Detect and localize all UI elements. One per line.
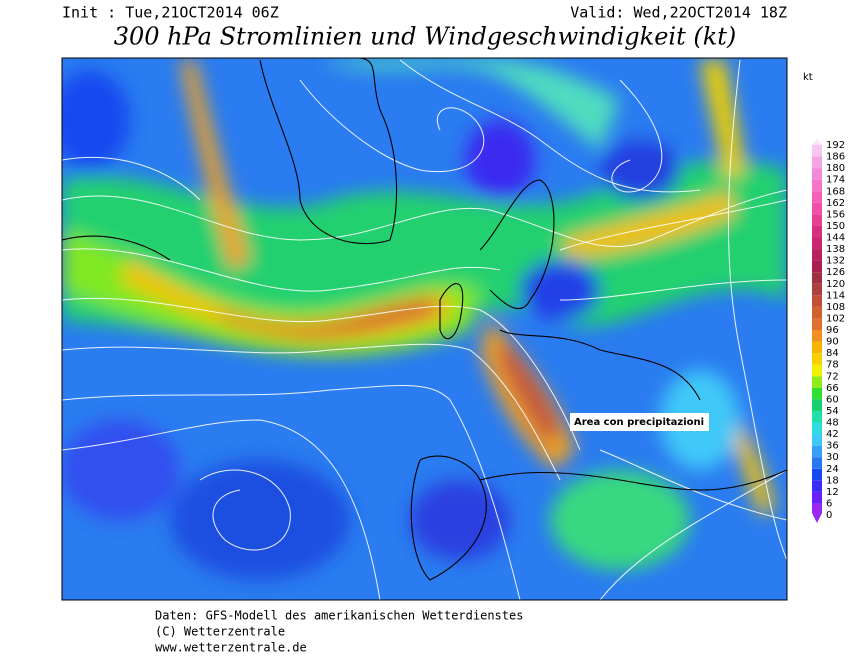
legend-label: 168 (826, 186, 845, 197)
legend-label: 78 (826, 360, 839, 371)
legend-swatch (812, 422, 822, 435)
legend-swatch (812, 145, 822, 157)
legend-label: 54 (826, 406, 839, 417)
legend-swatch (812, 376, 822, 388)
legend-label: 18 (826, 475, 839, 486)
legend-swatch (812, 353, 822, 365)
map-frame (61, 57, 788, 601)
legend-swatch (812, 387, 822, 400)
legend-label: 6 (826, 498, 832, 509)
legend-swatch (812, 225, 822, 238)
legend-unit: kt (803, 72, 813, 83)
init-time: Init : Tue,21OCT2014 06Z (62, 4, 279, 22)
legend-label: 30 (826, 452, 839, 463)
legend-swatch (812, 330, 822, 342)
legend-swatch (812, 295, 822, 307)
legend-swatch (812, 434, 822, 446)
legend-label: 102 (826, 313, 845, 324)
legend-swatch (812, 480, 822, 492)
legend-label: 138 (826, 244, 845, 255)
legend-label: 132 (826, 256, 845, 267)
legend-label: 192 (826, 140, 845, 151)
footer-source: Daten: GFS-Modell des amerikanischen Wet… (155, 609, 523, 623)
legend-swatch (812, 202, 822, 215)
footer-copyright: (C) Wetterzentrale (155, 625, 285, 639)
legend-label: 42 (826, 429, 839, 440)
legend-swatch (812, 168, 822, 180)
legend-swatch (812, 260, 822, 273)
legend-swatch (812, 318, 822, 330)
legend-label: 48 (826, 418, 839, 429)
annotation: Area con precipitazioni (574, 417, 704, 428)
legend-label: 12 (826, 487, 839, 498)
legend-swatch (812, 364, 822, 377)
legend-swatch (812, 503, 822, 523)
legend-label: 162 (826, 198, 845, 209)
legend-swatch (812, 237, 822, 250)
legend-swatch (812, 410, 822, 423)
legend-swatch (812, 491, 822, 504)
map-field (62, 58, 787, 600)
color-legend: 0612182430364248546066727884909610210811… (812, 139, 845, 523)
valid-time: Valid: Wed,22OCT2014 18Z (570, 4, 787, 22)
legend-label: 84 (826, 348, 839, 359)
legend-label: 150 (826, 221, 845, 232)
footer-url: www.wetterzentrale.de (155, 641, 307, 655)
legend-label: 144 (826, 233, 845, 244)
legend-label: 24 (826, 464, 839, 475)
legend-label: 186 (826, 152, 845, 163)
streamlines (62, 59, 787, 600)
legend-label: 36 (826, 441, 839, 452)
legend-swatch (812, 341, 822, 354)
coastlines (62, 58, 787, 581)
map-title: 300 hPa Stromlinien und Windgeschwindigk… (114, 23, 737, 51)
legend-swatch (812, 191, 822, 203)
legend-swatch (812, 249, 822, 261)
annotation-box (570, 413, 709, 431)
legend-label: 72 (826, 371, 839, 382)
legend-swatch (812, 283, 822, 296)
legend-swatch (812, 306, 822, 319)
legend-label: 66 (826, 383, 839, 394)
legend-label: 114 (826, 290, 845, 301)
legend-swatch (812, 468, 822, 481)
legend-label: 96 (826, 325, 839, 336)
legend-swatch (812, 272, 822, 284)
legend-label: 126 (826, 267, 845, 278)
legend-label: 0 (826, 510, 832, 521)
legend-swatch (812, 457, 822, 469)
legend-label: 120 (826, 279, 845, 290)
legend-swatch (812, 139, 822, 145)
legend-swatch (812, 445, 822, 458)
legend-label: 174 (826, 175, 845, 186)
legend-swatch (812, 156, 822, 169)
legend-label: 90 (826, 337, 839, 348)
legend-swatch (812, 179, 822, 192)
legend-label: 60 (826, 394, 839, 405)
legend-swatch (812, 214, 822, 226)
legend-label: 156 (826, 209, 845, 220)
legend-swatch (812, 399, 822, 411)
legend-label: 108 (826, 302, 845, 313)
legend-label: 180 (826, 163, 845, 174)
